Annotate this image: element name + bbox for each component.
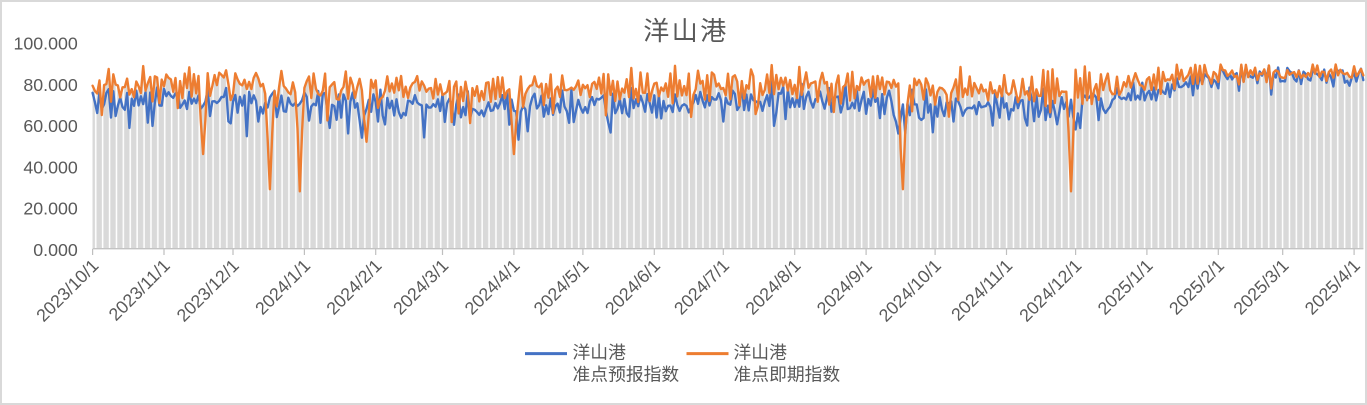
- svg-text:60.000: 60.000: [23, 116, 77, 136]
- svg-text:80.000: 80.000: [23, 75, 77, 95]
- svg-text:准点即期指数: 准点即期指数: [734, 365, 841, 385]
- svg-text:20.000: 20.000: [23, 199, 77, 219]
- svg-text:洋山港: 洋山港: [734, 343, 788, 363]
- svg-text:洋山港: 洋山港: [573, 343, 627, 363]
- svg-text:洋山港: 洋山港: [643, 16, 729, 46]
- svg-text:40.000: 40.000: [23, 157, 77, 177]
- svg-text:100.000: 100.000: [14, 34, 78, 54]
- svg-text:准点预报指数: 准点预报指数: [573, 365, 680, 385]
- svg-text:0.000: 0.000: [33, 240, 78, 260]
